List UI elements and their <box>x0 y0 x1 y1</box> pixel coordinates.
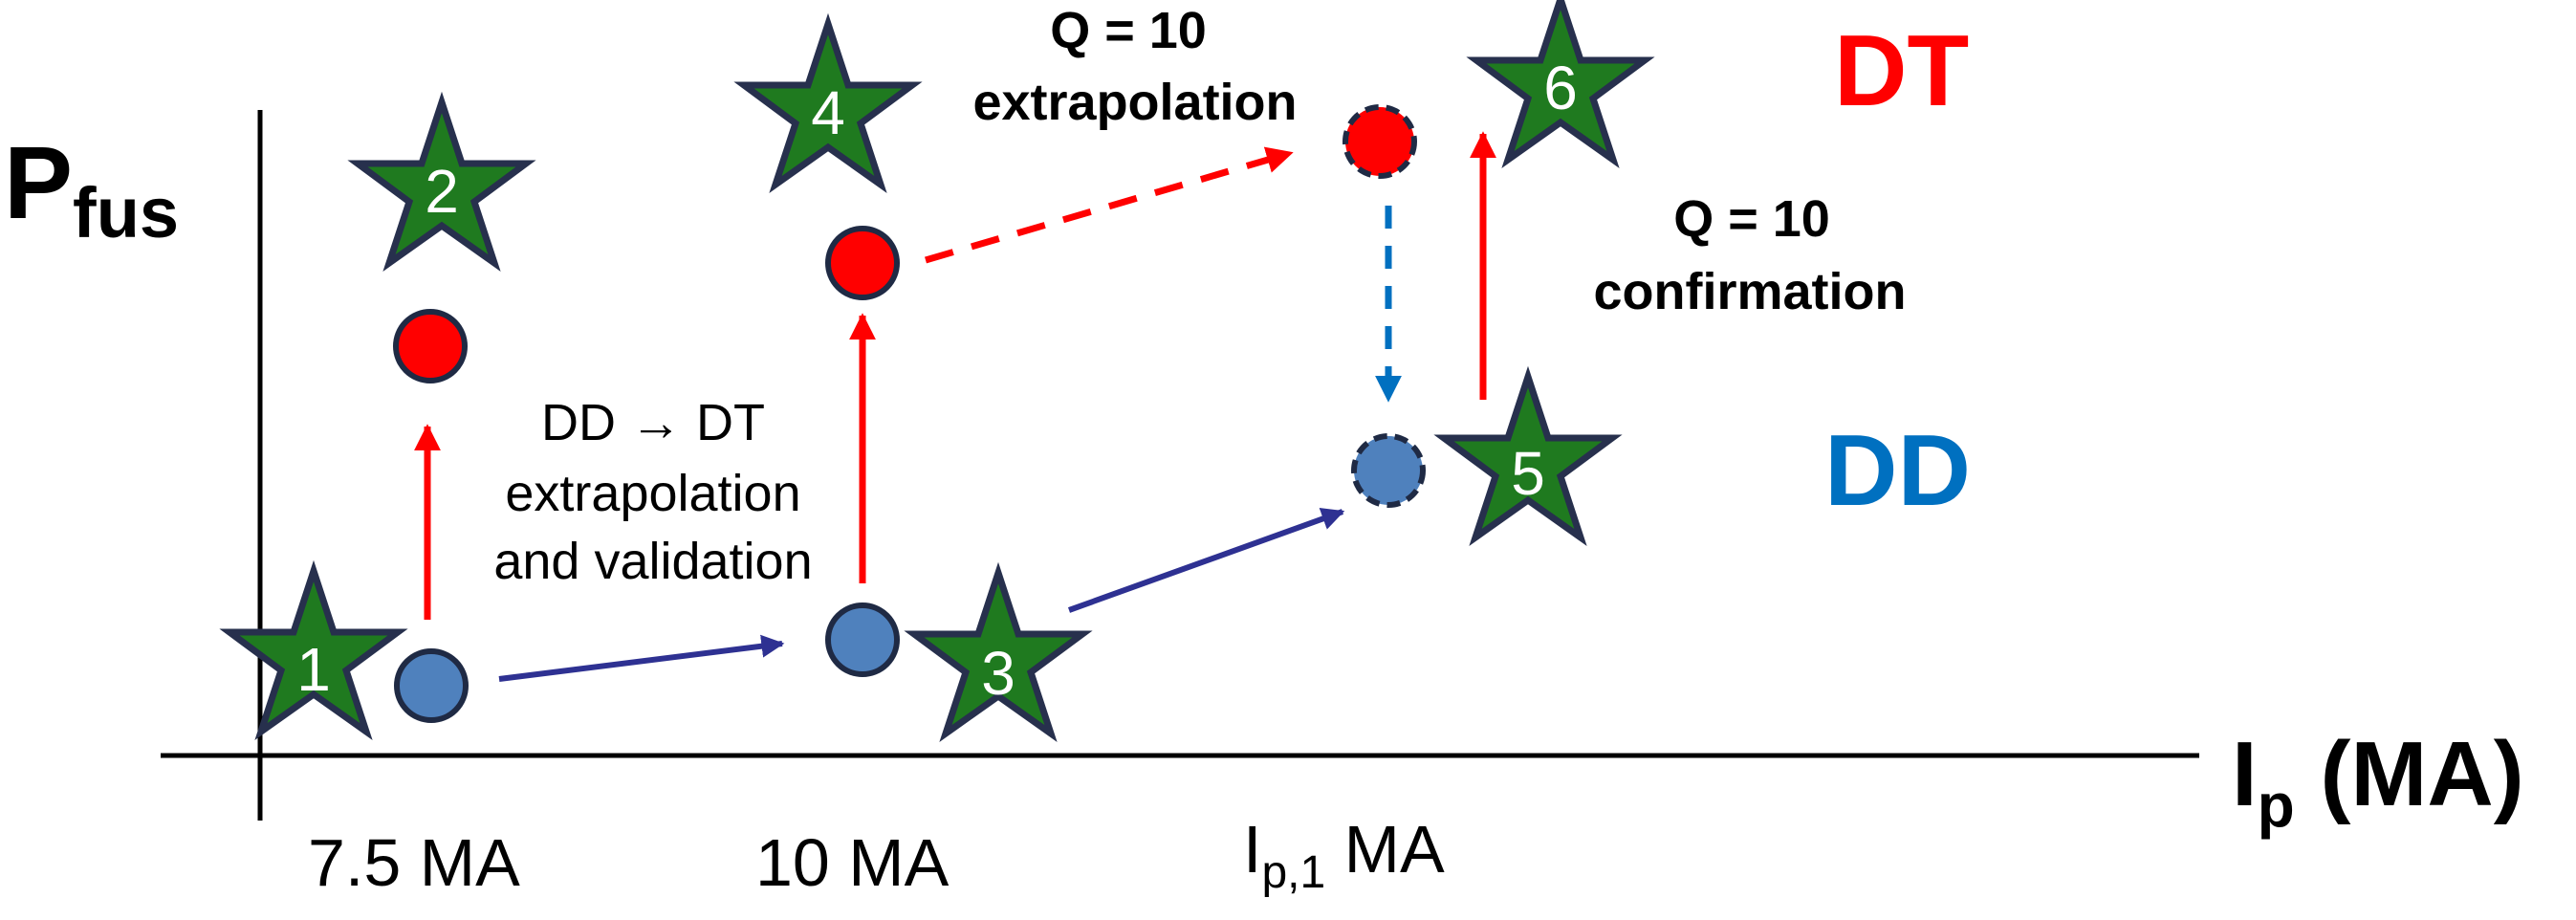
star-number-2: 2 <box>425 157 459 226</box>
star-number-3: 3 <box>981 639 1015 708</box>
note-q10-extrapolation-line1: Q = 10 <box>1050 2 1207 59</box>
star-icon <box>347 91 536 272</box>
tick-label-ip1-main: I <box>1243 812 1261 887</box>
tick-label-ip1: Ip,1 MA <box>1243 812 1445 898</box>
dt-point-7-5 <box>393 309 468 383</box>
star-milestone-5: 5 <box>1433 365 1623 546</box>
star-milestone-6: 6 <box>1466 0 1655 168</box>
y-axis-title-main: P <box>4 124 73 240</box>
star-milestone-1: 1 <box>219 559 408 740</box>
note-q10-confirmation-line2: confirmation <box>1593 263 1906 320</box>
tick-label-ip1-rest: MA <box>1325 812 1445 887</box>
star-milestone-2: 2 <box>347 91 536 272</box>
star-icon <box>1466 0 1655 168</box>
note-q10-confirmation-line1: Q = 10 <box>1673 190 1830 248</box>
x-axis-title-main: I <box>2232 723 2258 825</box>
tick-label-7-5: 7.5 MA <box>308 825 520 900</box>
star-number-4: 4 <box>811 78 845 147</box>
star-number-1: 1 <box>296 635 331 704</box>
tick-label-10: 10 MA <box>755 825 950 900</box>
region-label-dd: DD <box>1824 414 1971 527</box>
dd-point-ip1 <box>1351 433 1426 508</box>
note-dd-dt-line3: and validation <box>493 533 812 590</box>
x-axis-title-sub: p <box>2258 771 2295 840</box>
tick-label-ip1-sub: p,1 <box>1261 847 1325 898</box>
dt-point-ip1 <box>1343 104 1417 179</box>
star-icon <box>1433 365 1623 546</box>
note-dd-dt-line2: extrapolation <box>505 465 800 522</box>
y-axis-title: Pfus <box>4 124 179 252</box>
dt-point-10 <box>825 226 900 300</box>
arrow-dt-extrapolation <box>925 146 1294 264</box>
star-milestone-4: 4 <box>733 12 923 193</box>
note-q10-extrapolation-line2: extrapolation <box>972 74 1297 131</box>
x-axis-title-rest: (MA) <box>2295 723 2524 825</box>
star-number-6: 6 <box>1543 54 1578 122</box>
y-axis-title-sub: fus <box>73 173 179 252</box>
dd-point-7-5 <box>394 648 469 723</box>
region-label-dt: DT <box>1834 14 1969 127</box>
star-icon <box>904 561 1093 742</box>
star-icon <box>219 559 408 740</box>
arrow-dd-7-5-to-10 <box>498 634 785 682</box>
star-icon <box>733 12 923 193</box>
arrow-dd-10-to-ip1 <box>1067 508 1345 613</box>
dd-point-10 <box>825 602 900 677</box>
note-dd-dt-line1: DD → DT <box>541 394 765 451</box>
x-axis-title: Ip (MA) <box>2232 723 2524 840</box>
star-milestone-3: 3 <box>904 561 1093 742</box>
star-number-5: 5 <box>1511 439 1545 508</box>
